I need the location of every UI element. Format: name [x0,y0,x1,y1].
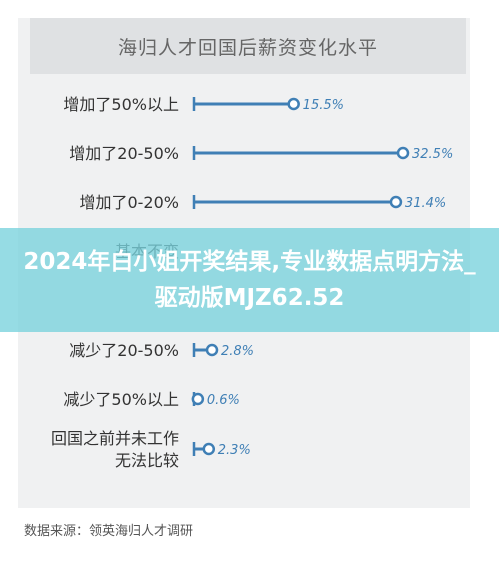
bar-end-marker [202,442,216,456]
category-label: 增加了0-20% [79,193,179,212]
chart-title-bar: 海归人才回国后薪资变化水平 [30,18,466,74]
category-label: 增加了50%以上 [63,95,179,114]
value-label: 2.3% [218,443,251,458]
data-source-note: 数据来源：领英海归人才调研 [24,524,194,539]
bar-end-marker [396,146,410,160]
overlay-text: 2024年白小姐开奖结果,专业数据点明方法_驱动版MJZ62.52 [23,249,476,311]
chart-title: 海归人才回国后薪资变化水平 [117,36,378,59]
value-label: 0.6% [207,393,240,408]
bar-end-marker [191,392,205,406]
bar-end-marker [205,343,219,357]
category-label: 增加了20-50% [69,144,179,163]
value-label: 2.8% [221,344,254,359]
category-label: 减少了20-50% [69,341,179,360]
category-label: 回国之前并未工作 [51,429,179,448]
bar-end-marker [389,195,403,209]
value-label: 15.5% [303,98,344,113]
category-label: 减少了50%以上 [63,390,179,409]
bar-end-marker [287,97,300,111]
value-label: 32.5% [412,147,453,162]
category-label: 无法比较 [115,451,179,470]
value-label: 31.4% [405,196,446,211]
watermark-overlay: 2024年白小姐开奖结果,专业数据点明方法_驱动版MJZ62.52 [0,228,499,332]
